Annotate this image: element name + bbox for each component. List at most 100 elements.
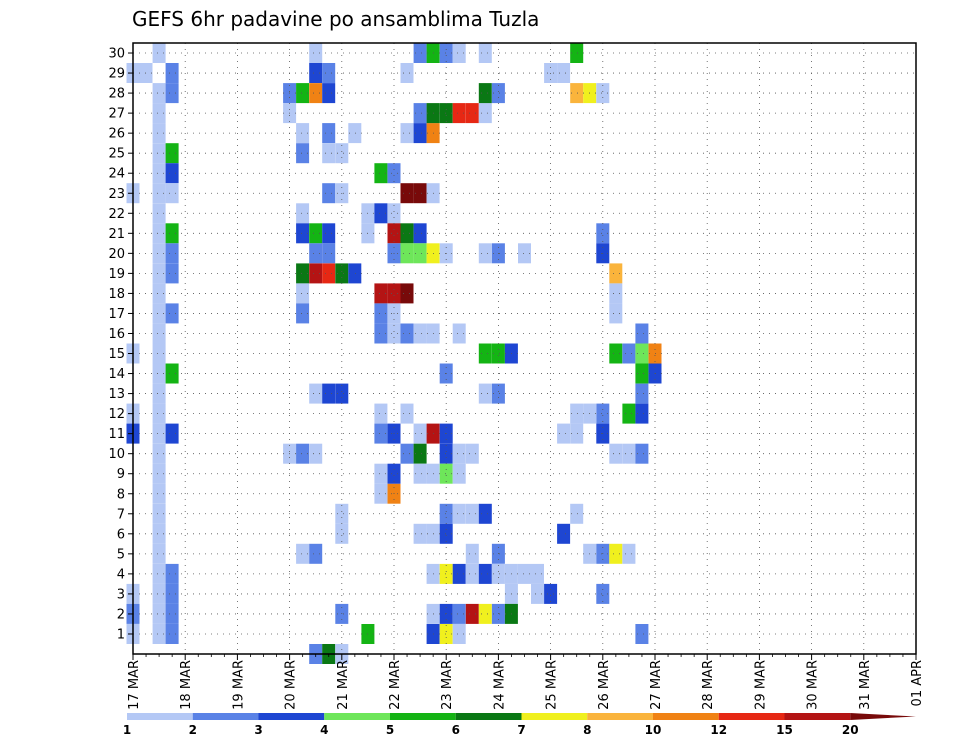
y-tick-label: 9	[117, 467, 125, 482]
colorbar-label: 20	[842, 723, 859, 737]
heatmap-cell	[322, 183, 336, 204]
y-tick-label: 14	[108, 367, 125, 382]
heatmap-cell	[400, 123, 414, 144]
heatmap-cell	[478, 563, 492, 584]
heatmap-cell	[165, 303, 179, 324]
colorbar-swatch	[784, 713, 851, 720]
heatmap-cell	[165, 563, 179, 584]
heatmap-cell	[165, 624, 179, 644]
heatmap-cell	[165, 63, 179, 83]
heatmap-cell	[165, 223, 179, 244]
y-axis-member-ticks: 1234567891011121314151617181920212223242…	[108, 47, 133, 642]
heatmap-cell	[478, 343, 492, 364]
y-tick-label: 20	[108, 247, 125, 262]
colorbar-label: 6	[452, 723, 460, 737]
heatmap-cell	[518, 243, 531, 264]
plot-frame	[132, 42, 917, 655]
heatmap-cell	[491, 563, 505, 584]
x-tick-label: 22 MAR	[388, 660, 403, 710]
heatmap-cell	[152, 503, 166, 524]
heatmap-cell	[635, 403, 649, 424]
colorbar-swatch	[718, 713, 785, 720]
x-tick-label: 18 MAR	[179, 660, 194, 710]
y-tick-label: 10	[108, 447, 125, 462]
heatmap-cell	[296, 543, 310, 564]
colorbar-swatch	[653, 713, 719, 720]
y-tick-label: 1	[117, 627, 125, 642]
heatmap-cell	[152, 243, 166, 264]
heatmap-cell	[374, 203, 388, 224]
colorbar-label: 10	[645, 723, 662, 737]
heatmap-cell	[335, 503, 349, 524]
heatmap-cell	[622, 543, 636, 564]
heatmap-cell	[478, 43, 492, 63]
heatmap-cell	[596, 223, 610, 244]
heatmap-cell	[335, 523, 349, 544]
heatmap-cell	[296, 263, 310, 284]
colorbar-swatch	[455, 713, 522, 720]
heatmap-cell	[413, 103, 427, 124]
colorbar-label: 1	[123, 723, 131, 737]
colorbar-label: 2	[189, 723, 197, 737]
heatmap-cell	[478, 503, 492, 524]
y-tick-label: 27	[108, 107, 125, 122]
heatmap-cell	[478, 83, 492, 104]
heatmap-cell	[635, 363, 649, 384]
heatmap-cell	[309, 543, 323, 564]
heatmap-cell	[296, 443, 310, 464]
heatmap-cell	[374, 323, 388, 344]
heatmap-cell	[413, 443, 427, 464]
heatmap-cell	[478, 103, 492, 124]
heatmap-cell	[439, 563, 453, 584]
y-tick-label: 13	[108, 387, 125, 402]
y-tick-label: 30	[108, 47, 125, 62]
heatmap-cell	[322, 383, 336, 404]
heatmap-cell	[452, 603, 466, 624]
y-tick-label: 12	[108, 407, 125, 422]
heatmap-cell	[413, 123, 427, 144]
y-tick-label: 24	[108, 167, 125, 182]
heatmap-cell	[439, 443, 453, 464]
grid-lines	[133, 43, 916, 654]
heatmap-cell	[635, 343, 649, 364]
heatmap-cell	[609, 543, 623, 564]
heatmap-cell	[335, 143, 349, 164]
heatmap-cell	[309, 43, 323, 63]
x-tick-label: 31 MAR	[858, 660, 873, 710]
colorbar-swatch	[258, 713, 325, 720]
heatmap-cell	[478, 383, 492, 404]
y-tick-label: 18	[108, 287, 125, 302]
heatmap-cell	[452, 103, 466, 124]
heatmap-cell	[439, 43, 453, 63]
heatmap-cell	[465, 563, 479, 584]
heatmap-cell	[609, 263, 623, 284]
y-tick-label: 2	[117, 607, 125, 622]
heatmap-cell	[309, 243, 323, 264]
x-tick-label: 20 MAR	[284, 660, 299, 710]
heatmap-cell	[309, 223, 323, 244]
heatmap-cell	[152, 203, 166, 224]
heatmap-cell	[635, 383, 649, 404]
y-tick-label: 19	[108, 267, 125, 282]
chart-title: GEFS 6hr padavine po ansamblima Tuzla	[132, 7, 539, 31]
heatmap-cell	[570, 423, 584, 444]
colorbar-swatch	[192, 713, 259, 720]
heatmap-cell	[165, 603, 179, 624]
heatmap-cell	[152, 283, 166, 304]
y-tick-label: 15	[108, 347, 125, 362]
heatmap-cell	[322, 63, 336, 83]
heatmap-cell	[557, 423, 571, 444]
y-tick-label: 29	[108, 67, 125, 82]
heatmap-cell	[152, 303, 166, 324]
heatmap-cell	[465, 443, 479, 464]
heatmap-cell	[296, 303, 310, 324]
x-tick-label: 19 MAR	[231, 660, 246, 710]
y-tick-label: 22	[108, 207, 125, 222]
heatmap-cell	[413, 463, 427, 484]
x-tick-label: 24 MAR	[492, 660, 507, 710]
heatmap-cell	[165, 363, 179, 384]
heatmap-cell	[152, 43, 166, 63]
y-tick-label: 3	[117, 587, 125, 602]
heatmap-cell	[596, 83, 610, 104]
heatmap-cell	[348, 263, 362, 284]
